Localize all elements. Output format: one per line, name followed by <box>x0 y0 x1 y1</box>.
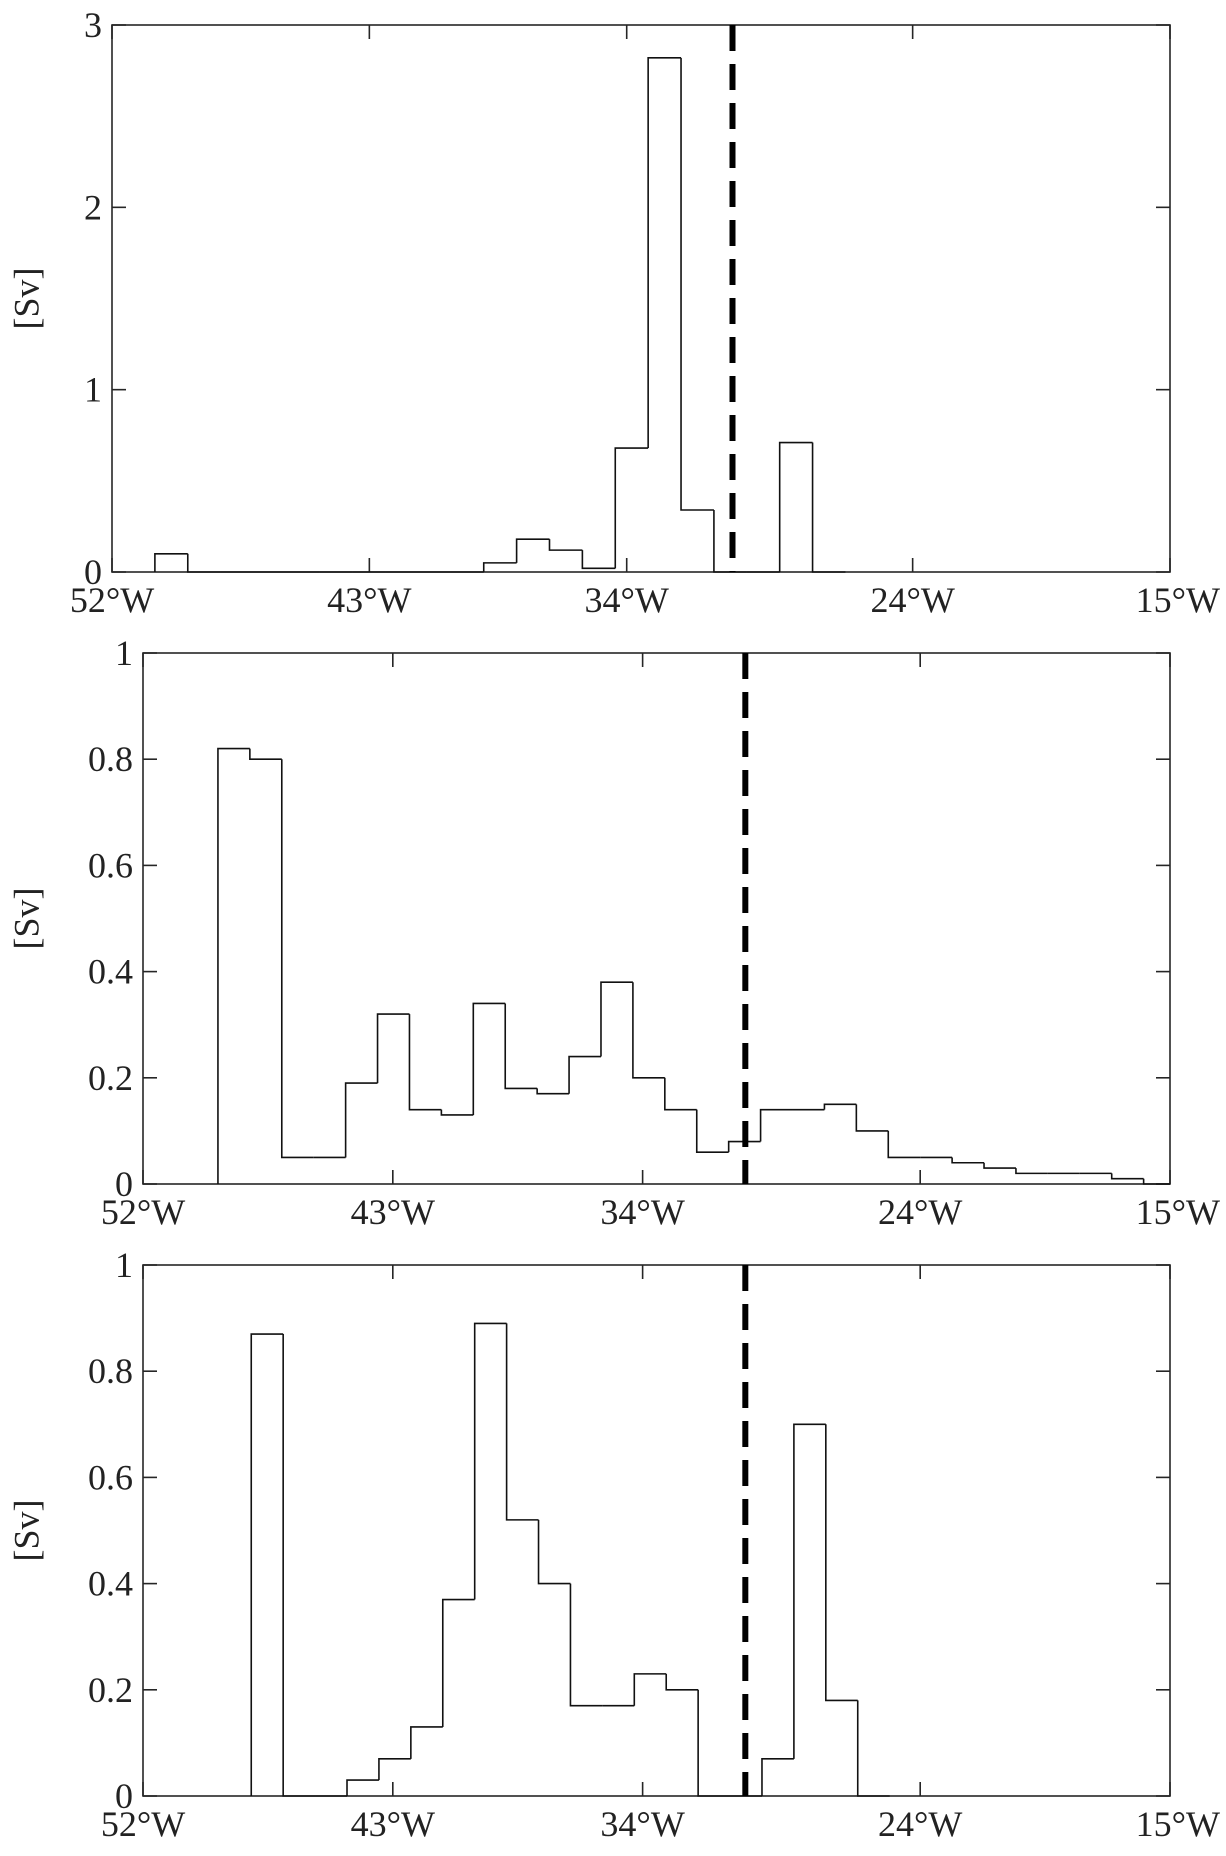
ytick-label: 0.6 <box>88 845 133 885</box>
axes-box <box>142 652 1171 1185</box>
ytick-label: 0.6 <box>88 1457 133 1497</box>
ytick-label: 2 <box>84 187 102 227</box>
ytick-label: 1 <box>115 633 133 673</box>
xtick-label: 24°W <box>878 1804 962 1844</box>
histogram-bar <box>441 1598 475 1727</box>
axes-box <box>111 24 1171 573</box>
histogram-bar <box>614 447 649 569</box>
ytick-label: 0.4 <box>88 1564 133 1604</box>
histogram-bar <box>665 1673 699 1691</box>
histogram-bar <box>378 1758 411 1781</box>
histogram-bar <box>472 1002 506 1115</box>
histogram-bar <box>154 552 188 572</box>
histogram-bar <box>633 1673 667 1706</box>
ytick-label: 0.8 <box>88 739 133 779</box>
histogram-bar <box>186 553 221 573</box>
xtick-label: 34°W <box>600 1804 684 1844</box>
histogram-bar <box>680 57 714 511</box>
histogram-bar <box>727 1140 761 1153</box>
histogram-bar <box>632 982 665 1079</box>
xtick-label: 34°W <box>600 1192 684 1232</box>
ytick-label: 0.2 <box>88 1670 133 1710</box>
histogram-bar <box>1015 1168 1048 1175</box>
histogram-bar <box>282 1334 316 1797</box>
histogram-bar <box>515 538 550 563</box>
histogram-bar <box>823 1103 857 1110</box>
histogram-bar <box>951 1157 985 1164</box>
histogram-bar <box>647 57 682 449</box>
histogram-bar <box>346 1779 379 1796</box>
histogram-bar <box>504 1003 538 1090</box>
histogram-bar <box>983 1162 1016 1169</box>
ytick-label: 0 <box>115 1164 133 1204</box>
histogram-bar <box>697 1689 731 1797</box>
histogram-bar <box>217 747 250 1184</box>
histogram-bar <box>713 510 747 573</box>
histogram-bar <box>505 1323 539 1521</box>
panel-1: 0 1 2 3 52°W 43°W 34°W 24°W 15°W [Sv] <box>6 5 1220 620</box>
xtick-label: 24°W <box>870 580 954 620</box>
histogram-bar <box>536 1088 570 1095</box>
histogram-bar <box>581 550 616 570</box>
histogram-bar <box>250 1333 284 1796</box>
histogram-bar <box>548 539 583 551</box>
ytick-label: 0 <box>115 1776 133 1816</box>
histogram-bar <box>759 1108 793 1142</box>
histogram-bar <box>473 1322 507 1600</box>
xtick-label: 52°W <box>101 1192 185 1232</box>
ytick-label: 0.8 <box>88 1351 133 1391</box>
ytick-label: 1 <box>115 1245 133 1285</box>
histogram-bar <box>408 1014 442 1111</box>
histogram-bar <box>793 1423 826 1759</box>
histogram-bar <box>280 759 314 1159</box>
xtick-label: 43°W <box>327 580 411 620</box>
ytick-label: 1 <box>84 370 102 410</box>
ylabel: [Sv] <box>6 888 46 950</box>
ytick-label: 0.4 <box>88 952 133 992</box>
histogram-bar <box>600 981 633 1057</box>
xtick-label: 15°W <box>1136 580 1220 620</box>
histogram-bar <box>761 1758 794 1796</box>
histogram-bar <box>695 1109 729 1153</box>
histogram-bar <box>825 1424 858 1702</box>
histogram-bar <box>856 1700 890 1797</box>
histogram-bar <box>855 1104 889 1132</box>
xtick-label: 43°W <box>351 1192 435 1232</box>
ylabel: [Sv] <box>6 268 46 330</box>
histogram-bar <box>482 562 517 572</box>
histogram-bar <box>537 1519 571 1585</box>
histogram-bar <box>1142 1178 1170 1185</box>
xtick-label: 34°W <box>585 580 669 620</box>
histogram-bar <box>568 1055 601 1094</box>
histogram-bar <box>778 441 813 572</box>
axes-box <box>142 1264 1171 1797</box>
panel-3: 0 0.2 0.4 0.6 0.8 1 52°W 43°W 34°W 24°W 15°W [Sv] <box>6 1245 1220 1844</box>
histogram-bar <box>410 1726 443 1759</box>
xtick-label: 52°W <box>70 580 154 620</box>
xtick-label: 15°W <box>1136 1192 1220 1232</box>
ytick-label: 0.2 <box>88 1058 133 1098</box>
ytick-label: 3 <box>84 5 102 45</box>
histogram-bar <box>249 748 282 760</box>
histogram-bar <box>664 1077 697 1111</box>
ylabel: [Sv] <box>6 1500 46 1562</box>
xtick-label: 24°W <box>878 1192 962 1232</box>
histogram-bar <box>1110 1173 1144 1180</box>
histogram-bar <box>440 1109 474 1116</box>
xtick-label: 43°W <box>351 1804 435 1844</box>
xtick-label: 52°W <box>101 1804 185 1844</box>
histogram-bar <box>811 442 846 573</box>
xtick-label: 15°W <box>1136 1804 1220 1844</box>
ytick-label: 0 <box>84 552 102 592</box>
histogram-bar <box>887 1130 921 1159</box>
histogram-bar <box>344 1082 378 1158</box>
panel-2: 0 0.2 0.4 0.6 0.8 1 52°W 43°W 34°W 24°W 15°W [Sv] <box>6 633 1220 1232</box>
histogram-bar <box>569 1583 603 1707</box>
histogram-bar <box>376 1013 410 1084</box>
